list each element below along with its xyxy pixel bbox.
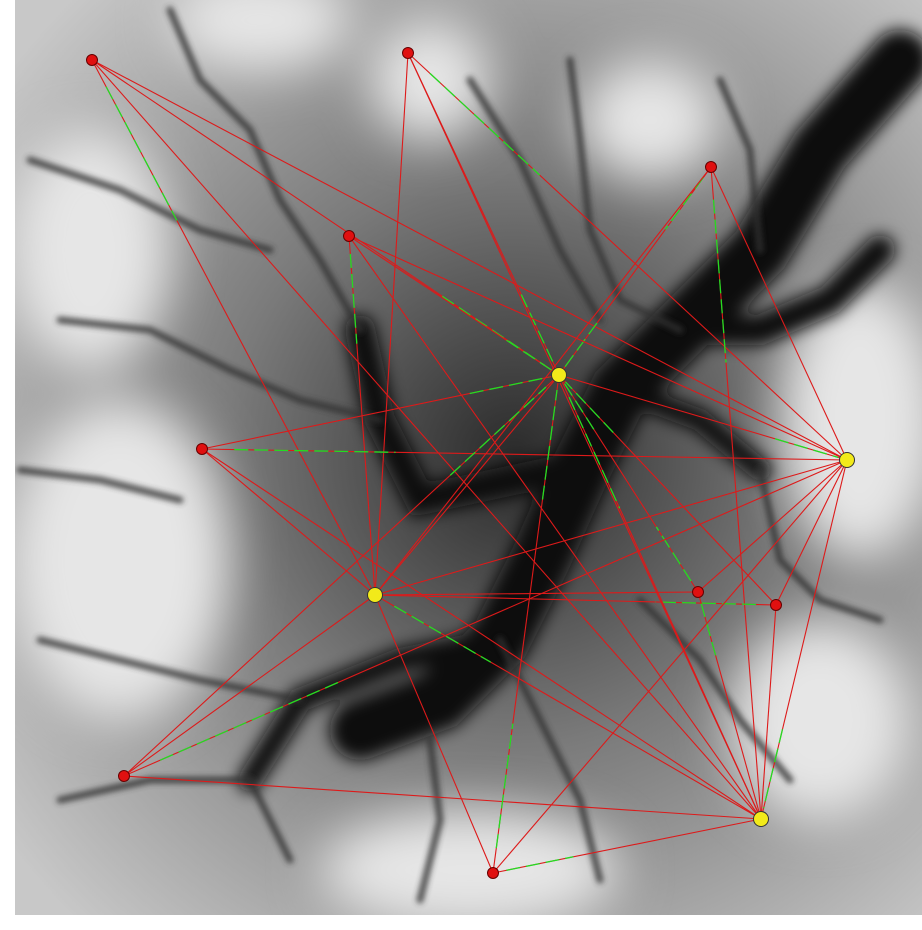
target-point	[344, 231, 355, 242]
observer-point	[754, 812, 769, 827]
viewshed-map	[0, 0, 922, 930]
target-point	[87, 55, 98, 66]
observer-point	[368, 588, 383, 603]
target-point	[488, 868, 499, 879]
target-point	[693, 587, 704, 598]
terrain	[10, 0, 922, 930]
target-point	[197, 444, 208, 455]
observer-point	[840, 453, 855, 468]
target-point	[403, 48, 414, 59]
target-point	[119, 771, 130, 782]
target-point	[706, 162, 717, 173]
observer-point	[552, 368, 567, 383]
page: (() => { const ns = 'http://www.w3.org/2…	[0, 0, 922, 930]
target-point	[771, 600, 782, 611]
